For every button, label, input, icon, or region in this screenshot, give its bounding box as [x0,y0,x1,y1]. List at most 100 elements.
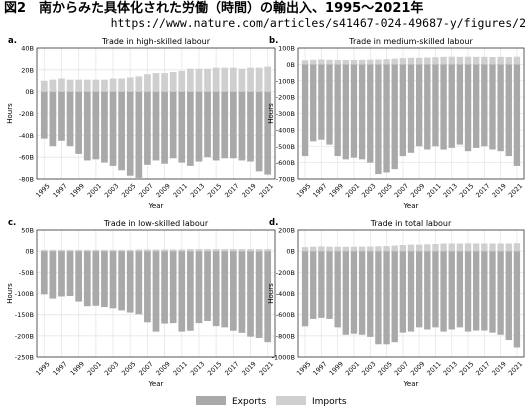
bar-imports-2016 [221,249,229,252]
bar-exports-2005 [383,251,390,345]
bar-exports-2010 [424,64,431,150]
bar-imports-2020 [255,249,263,252]
bar-imports-2009 [415,244,423,252]
bar-exports-2014 [456,64,464,145]
bar-exports-2000 [83,91,91,161]
bar-exports-2015 [464,251,472,332]
bar-imports-1996 [310,246,317,252]
bar-imports-2003 [367,59,374,65]
plot-frame [36,47,276,180]
bar-imports-2007 [399,58,407,65]
bar-imports-2010 [169,72,177,92]
bar-imports-2021 [513,243,521,252]
bar-imports-2001 [350,59,358,65]
bar-exports-2019 [497,251,504,335]
bar-exports-2016 [473,251,480,331]
bar-exports-2007 [399,251,407,333]
x-tick-label: 1997 [51,360,68,377]
bar-imports-2009 [161,249,168,252]
bar-exports-2004 [118,251,125,311]
chart-panel-4: 200B 0B -200B -400B -600B -800B -1000B19951997… [267,218,525,388]
bar-imports-2013 [448,243,455,252]
bar-imports-2011 [432,243,439,252]
bar-exports-1995 [301,251,309,327]
chart-legend: Exports Imports [196,396,347,407]
bar-exports-2001 [350,251,358,334]
x-tick-label: 2003 [360,182,377,199]
bar-imports-1997 [58,249,65,252]
y-tick-label: 0B [25,248,34,256]
x-axis-label: Year [403,380,419,388]
bar-imports-2018 [489,57,496,65]
bar-exports-2010 [424,251,431,330]
bar-imports-2012 [440,56,447,65]
x-tick-label: 2021 [507,360,524,377]
x-axis-label: Year [403,202,419,210]
y-tick-label: -1000B [272,354,295,362]
x-axis-label: Year [148,202,164,210]
bar-imports-2000 [83,249,91,252]
bar-exports-2004 [375,251,382,345]
bar-imports-2014 [456,243,464,252]
chart-panel-2: 100B 0B -100B -200B -300B -400B -500B -600B -700… [267,36,525,210]
x-tick-label: 1995 [295,182,312,199]
bar-imports-2004 [118,249,125,252]
x-tick-label: 2009 [154,182,171,199]
bar-imports-2019 [247,249,254,252]
bar-exports-2015 [212,91,220,161]
x-tick-label: 1995 [295,360,312,377]
x-tick-label: 2003 [103,182,120,199]
y-tick-label: 0B [286,61,295,69]
x-tick-label: 1997 [311,182,328,199]
x-tick-label: 2013 [189,360,206,377]
bar-exports-2006 [391,251,398,343]
bar-exports-2002 [101,91,108,163]
x-tick-label: 2015 [458,182,475,199]
bar-imports-2010 [424,57,431,65]
bar-exports-1997 [318,64,325,140]
bar-exports-2021 [264,251,272,343]
y-tick-label: -40B [19,132,34,140]
bar-imports-1997 [318,246,325,252]
y-tick-label: -400B [276,126,295,134]
bar-imports-2003 [367,246,374,252]
bar-exports-2000 [342,251,349,335]
bar-imports-2021 [513,56,521,65]
bar-exports-1997 [318,251,325,318]
y-tick-label: -20B [19,110,34,118]
y-tick-label: 50B [21,227,34,235]
x-tick-label: 1997 [311,360,328,377]
bar-exports-2008 [407,64,415,153]
bar-imports-2018 [238,249,246,252]
x-tick-label: 2005 [376,182,393,199]
bar-imports-2008 [407,244,415,252]
bar-imports-2001 [350,246,358,252]
bar-exports-2018 [238,91,246,161]
x-tick-label: 2021 [258,182,275,199]
bar-exports-2011 [432,64,439,147]
bar-imports-2009 [415,57,423,65]
bar-exports-1995 [40,251,48,295]
bar-exports-2002 [358,64,366,160]
bar-exports-2012 [187,91,194,166]
panel-label: b. [269,36,278,46]
bar-imports-1995 [301,60,309,65]
bar-exports-1999 [75,91,83,154]
bar-imports-2021 [264,249,272,252]
bar-imports-1996 [49,249,57,252]
bar-imports-2001 [92,249,100,252]
x-tick-label: 2005 [120,360,137,377]
bar-exports-2010 [169,251,177,324]
bar-imports-2019 [497,56,504,65]
bar-exports-2020 [505,64,512,157]
bar-imports-2016 [221,67,229,92]
x-tick-label: 2013 [189,182,206,199]
y-tick-label: -50B [19,269,34,277]
bar-exports-2016 [473,64,480,148]
bar-imports-1999 [334,246,341,252]
plot-frame [297,229,525,358]
bar-imports-1998 [326,246,333,252]
